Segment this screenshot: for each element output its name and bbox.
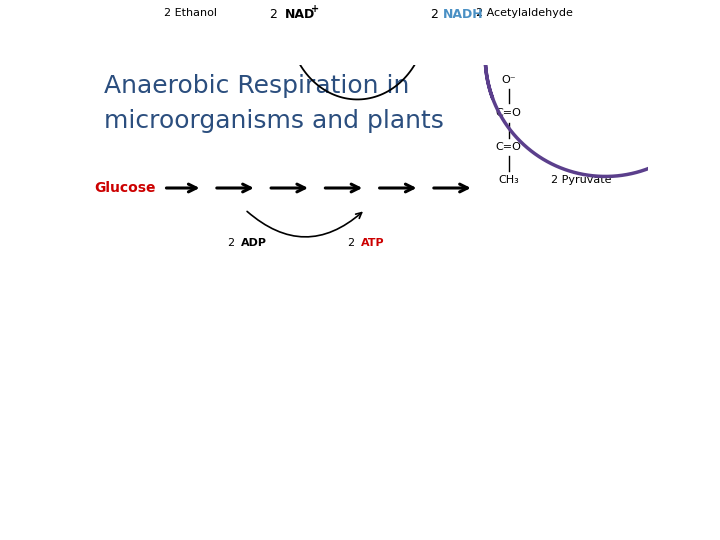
Text: CH₃: CH₃ bbox=[498, 176, 519, 185]
Text: 2: 2 bbox=[431, 8, 443, 21]
Text: NAD: NAD bbox=[284, 8, 315, 21]
Text: +: + bbox=[311, 4, 319, 15]
Text: NADH: NADH bbox=[443, 8, 483, 21]
Text: 2: 2 bbox=[348, 239, 359, 248]
Text: ADP: ADP bbox=[241, 239, 267, 248]
Text: 2: 2 bbox=[228, 239, 239, 248]
FancyBboxPatch shape bbox=[435, 0, 575, 26]
Text: 2 Ethanol: 2 Ethanol bbox=[164, 8, 217, 18]
Text: 2: 2 bbox=[269, 8, 282, 21]
Text: Glucose: Glucose bbox=[94, 181, 156, 195]
FancyBboxPatch shape bbox=[113, 0, 269, 26]
Text: C=O: C=O bbox=[495, 109, 521, 118]
Text: Anaerobic Respiration in: Anaerobic Respiration in bbox=[104, 74, 410, 98]
Text: 2 Acetylaldehyde: 2 Acetylaldehyde bbox=[476, 8, 572, 18]
Text: microorganisms and plants: microorganisms and plants bbox=[104, 110, 444, 133]
Text: ATP: ATP bbox=[361, 239, 385, 248]
Text: 2 Pyruvate: 2 Pyruvate bbox=[551, 176, 611, 185]
Text: C=O: C=O bbox=[495, 142, 521, 152]
Text: O⁻: O⁻ bbox=[501, 75, 516, 85]
